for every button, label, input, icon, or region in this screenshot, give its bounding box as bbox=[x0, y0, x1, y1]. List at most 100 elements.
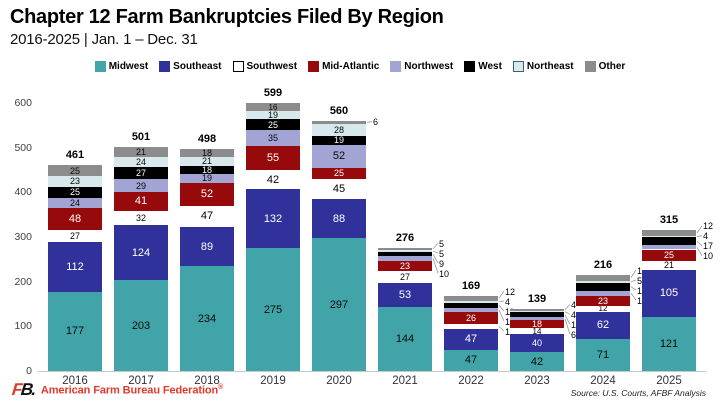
y-axis-tick-300: 300 bbox=[14, 231, 32, 243]
segment-value-southeast-2025: 105 bbox=[659, 287, 679, 300]
bar-total-2024: 216 bbox=[593, 258, 613, 271]
legend-swatch-southwest-icon bbox=[232, 61, 244, 72]
legend-swatch-northwest-icon bbox=[390, 61, 402, 72]
segment-value-midwest-2021: 144 bbox=[395, 332, 415, 345]
segment-value-northeast-2019: 19 bbox=[267, 109, 278, 120]
legend-label: Southwest bbox=[246, 61, 298, 72]
segment-northeast-2024 bbox=[576, 280, 630, 283]
segment-west-2016 bbox=[48, 186, 102, 198]
bar-total-2016: 461 bbox=[65, 149, 85, 162]
registered-mark: ® bbox=[218, 383, 224, 391]
callout-value-2021: 5 bbox=[439, 238, 445, 249]
segment-value-west-2017: 27 bbox=[135, 168, 146, 179]
legend-label: Northwest bbox=[404, 61, 454, 72]
segment-other-2017 bbox=[114, 147, 168, 157]
segment-value-northwest-2016: 24 bbox=[69, 198, 80, 209]
segment-northeast-2022 bbox=[444, 300, 498, 303]
segment-value-southeast-2016: 112 bbox=[66, 260, 84, 273]
callout-value-2021: 10 bbox=[439, 268, 450, 279]
segment-other-2021 bbox=[378, 247, 432, 250]
segment-northwest-2022 bbox=[444, 307, 498, 313]
segment-northwest-2019 bbox=[246, 130, 300, 146]
segment-northwest-2017 bbox=[114, 179, 168, 193]
segment-other-2020 bbox=[312, 120, 366, 124]
segment-value-southwest-2019: 42 bbox=[266, 173, 280, 186]
segment-value-midwest-2018: 234 bbox=[197, 312, 217, 325]
segment-southeast-2018 bbox=[180, 226, 234, 267]
segment-value-southeast-2017: 124 bbox=[131, 246, 151, 259]
segment-other-2022 bbox=[444, 295, 498, 301]
x-axis-label-2021: 2021 bbox=[392, 375, 418, 387]
y-axis-tick-0: 0 bbox=[26, 365, 32, 377]
legend-item-southwest: Southwest bbox=[232, 61, 298, 72]
segment-value-west-2020: 19 bbox=[333, 135, 344, 146]
segment-southwest-2019 bbox=[246, 170, 300, 190]
segment-value-other-2017: 21 bbox=[135, 146, 146, 157]
segment-value-mid-atlantic-2020: 25 bbox=[333, 168, 344, 179]
segment-west-2018 bbox=[180, 165, 234, 174]
segment-value-southwest-2024: 12 bbox=[598, 304, 608, 314]
segment-midwest-2021 bbox=[378, 306, 432, 371]
segment-southeast-2019 bbox=[246, 189, 300, 249]
callout-value-2025: 17 bbox=[703, 241, 714, 252]
segment-northeast-2021 bbox=[378, 249, 432, 253]
callout-value-2023: 6 bbox=[571, 329, 577, 340]
callout-value-2025: 4 bbox=[703, 231, 709, 242]
segment-midwest-2017 bbox=[114, 280, 168, 371]
legend-label: Midwest bbox=[108, 61, 149, 72]
segment-other-2019 bbox=[246, 103, 300, 111]
segment-value-mid-atlantic-2016: 48 bbox=[68, 213, 82, 226]
bar-total-2018: 498 bbox=[197, 132, 217, 145]
segment-value-southwest-2021: 27 bbox=[399, 271, 410, 282]
legend-item-northeast: Northeast bbox=[512, 61, 574, 72]
segment-other-2023 bbox=[510, 308, 564, 311]
legend-swatch-southeast-icon bbox=[159, 61, 171, 72]
bar-total-2020: 560 bbox=[329, 104, 349, 117]
segment-mid-atlantic-2022 bbox=[444, 312, 498, 325]
segment-value-southeast-2021: 53 bbox=[398, 288, 412, 301]
segment-west-2025 bbox=[642, 237, 696, 246]
x-axis-label-2024: 2024 bbox=[590, 375, 616, 387]
afbf-logo: FB. American Farm Bureau Federation® bbox=[11, 380, 224, 400]
segment-value-midwest-2024: 71 bbox=[596, 349, 610, 362]
segment-northeast-2019 bbox=[246, 110, 300, 120]
callout-value-2025: 12 bbox=[703, 221, 714, 232]
segment-value-southwest-2020: 45 bbox=[332, 182, 346, 195]
segment-midwest-2024 bbox=[576, 339, 630, 371]
legend-label: Other bbox=[598, 61, 626, 72]
y-axis-tick-600: 600 bbox=[14, 97, 32, 109]
callout-value-2023: 4 bbox=[571, 309, 577, 320]
segment-value-southwest-2017: 32 bbox=[135, 212, 146, 223]
segment-value-northwest-2017: 29 bbox=[135, 180, 146, 191]
segment-other-2016 bbox=[48, 165, 102, 177]
segment-value-southwest-2025: 21 bbox=[663, 260, 674, 271]
segment-value-midwest-2025: 121 bbox=[659, 337, 679, 350]
segment-value-other-2016: 25 bbox=[69, 165, 80, 176]
bar-total-2025: 315 bbox=[659, 214, 679, 227]
page-subtitle: 2016-2025 | Jan. 1 – Dec. 31 bbox=[10, 31, 198, 48]
segment-southeast-2025 bbox=[642, 270, 696, 317]
callout-value-2022: 11 bbox=[505, 327, 514, 337]
legend-swatch-other-icon bbox=[584, 61, 596, 72]
y-axis-tick-200: 200 bbox=[14, 275, 32, 288]
segment-value-southwest-2016: 27 bbox=[69, 230, 80, 241]
segment-southwest-2023 bbox=[510, 328, 564, 335]
callout-value-2021: 5 bbox=[439, 248, 445, 259]
segment-value-southwest-2023: 14 bbox=[532, 326, 542, 336]
segment-west-2024 bbox=[576, 283, 630, 291]
segment-northeast-2020 bbox=[312, 123, 366, 137]
segment-northeast-2023 bbox=[510, 310, 564, 313]
x-axis-label-2018: 2018 bbox=[194, 375, 220, 387]
callout-value-2022: 4 bbox=[505, 296, 511, 307]
segment-northwest-2023 bbox=[510, 317, 564, 321]
stacked-bar-chart: 0 100 200 300 400 500 600 177 112 27 48 24 25 23 25 461… bbox=[0, 86, 720, 396]
bar-total-2021: 276 bbox=[395, 231, 415, 244]
segment-northwest-2025 bbox=[642, 245, 696, 250]
segment-west-2019 bbox=[246, 119, 300, 131]
x-axis-label-2023: 2023 bbox=[524, 375, 550, 387]
segment-value-midwest-2022: 47 bbox=[464, 354, 478, 367]
segment-northwest-2021 bbox=[378, 256, 432, 261]
segment-northeast-2017 bbox=[114, 156, 168, 168]
chart-legend: Midwest Southeast Southwest Mid-Atlantic Nor… bbox=[0, 61, 720, 72]
segment-value-southeast-2018: 89 bbox=[200, 240, 214, 253]
